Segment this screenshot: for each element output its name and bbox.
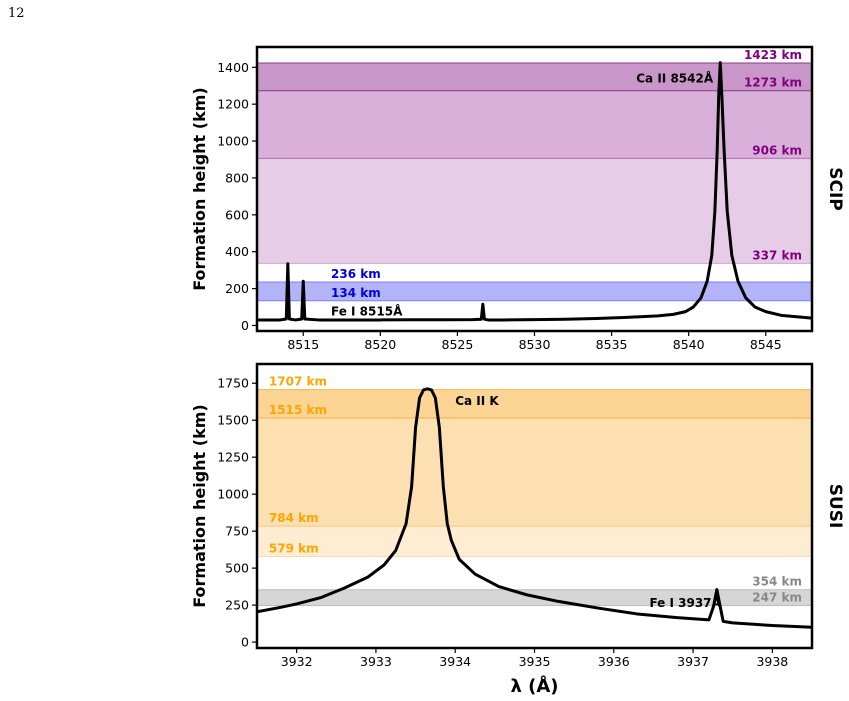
y-tick-label: 1750 <box>217 376 249 391</box>
height-band <box>257 526 812 557</box>
y-axis-label: Formation height (km) <box>190 404 209 607</box>
x-tick-label: 8530 <box>519 337 551 352</box>
y-tick-label: 1000 <box>217 134 249 149</box>
y-tick-label: 800 <box>225 170 249 185</box>
height-annotation: 247 km <box>752 591 802 605</box>
height-annotation: 236 km <box>331 267 381 281</box>
panel-scip: 8515 8520 8525 8530 8535 8540 8545 0 200 400 600 80… <box>190 45 845 352</box>
height-annotation: 1273 km <box>744 76 802 90</box>
y-tick-label: 0 <box>241 635 249 650</box>
height-annotation: 337 km <box>752 248 802 262</box>
x-tick-label: 3936 <box>598 654 630 669</box>
panel-label: SCIP <box>825 167 845 211</box>
x-tick-label: 3938 <box>756 654 788 669</box>
y-tick-label: 1200 <box>217 97 249 112</box>
height-annotation: 906 km <box>752 143 802 157</box>
spectral-line-curve <box>257 61 812 322</box>
y-axis-label: Formation height (km) <box>190 87 209 290</box>
y-tick-label: 1250 <box>217 450 249 465</box>
x-tick-label: 3934 <box>439 654 471 669</box>
spectral-line-label: Ca II 8542Å <box>636 70 714 85</box>
x-tick-label: 8525 <box>442 337 474 352</box>
plot-area <box>257 61 812 322</box>
height-band <box>257 417 812 527</box>
height-band <box>257 389 812 418</box>
x-tick-label: 3932 <box>281 654 313 669</box>
y-tick-label: 250 <box>225 598 249 613</box>
x-tick-label: 8515 <box>287 337 319 352</box>
plot-area <box>257 387 812 629</box>
spectral-line-label: Ca II K <box>455 394 499 408</box>
y-tick-label: 600 <box>225 207 249 222</box>
height-band <box>257 281 812 301</box>
x-tick-label: 3933 <box>360 654 392 669</box>
height-band <box>257 158 812 264</box>
y-tick-label: 1000 <box>217 487 249 502</box>
x-tick-label: 8520 <box>364 337 396 352</box>
y-tick-label: 400 <box>225 244 249 259</box>
height-band <box>257 63 812 91</box>
height-annotation: 1515 km <box>269 403 327 417</box>
spectral-line-curve <box>257 387 812 629</box>
y-tick-label: 0 <box>241 318 249 333</box>
y-tick-label: 1400 <box>217 60 249 75</box>
height-annotation: 1423 km <box>744 48 802 62</box>
x-tick-label: 8545 <box>750 337 782 352</box>
height-annotation: 784 km <box>269 511 319 525</box>
y-tick-label: 750 <box>225 524 249 539</box>
height-annotation: 354 km <box>752 575 802 589</box>
spectral-line-label: Fe I 3937Å <box>649 595 721 610</box>
x-tick-label: 3937 <box>677 654 709 669</box>
height-annotation: 134 km <box>331 286 381 300</box>
y-tick-label: 200 <box>225 281 249 296</box>
y-tick-label: 500 <box>225 561 249 576</box>
height-annotation: 579 km <box>269 541 319 555</box>
x-tick-label: 8540 <box>673 337 705 352</box>
spectral-line-label: Fe I 8515Å <box>331 304 403 319</box>
y-tick-label: 1500 <box>217 413 249 428</box>
page-number: 12 <box>8 6 25 21</box>
x-tick-label: 8535 <box>596 337 628 352</box>
height-band <box>257 90 812 159</box>
x-axis-label: λ (Å) <box>510 674 558 697</box>
height-annotation: 1707 km <box>269 375 327 389</box>
x-tick-label: 3935 <box>519 654 551 669</box>
panel-susi: 3932 3933 3934 3935 3936 3937 3938 0 250 500 750 10… <box>190 362 845 697</box>
panel-label: SUSI <box>825 484 845 529</box>
